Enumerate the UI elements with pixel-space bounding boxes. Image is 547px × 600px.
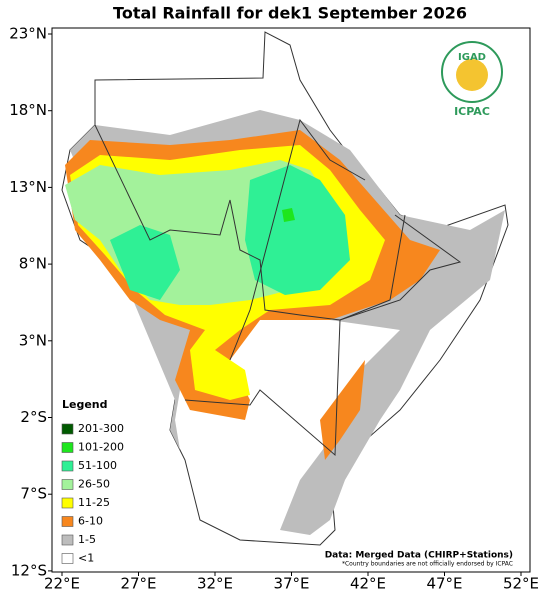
legend-label: 101-200 <box>78 441 124 454</box>
legend-swatch <box>61 423 74 435</box>
rain-51-100 <box>245 165 350 295</box>
lat-label: 8°N <box>19 255 47 273</box>
lat-label: 13°N <box>9 178 47 196</box>
lat-label: 7°S <box>20 485 47 503</box>
legend-swatch <box>61 497 74 509</box>
lon-label: 32°E <box>197 575 233 593</box>
lon-label: 42°E <box>350 575 386 593</box>
legend-swatch <box>61 553 74 564</box>
legend-label: 26-50 <box>78 478 110 491</box>
legend-label: 11-25 <box>78 496 110 509</box>
logo-center: ICPAC <box>454 105 490 118</box>
legend-swatch <box>61 516 74 527</box>
lat-label: 2°S <box>20 408 47 426</box>
borders <box>94 80 462 321</box>
title: Total Rainfall for dek1 September 2026 <box>113 4 467 23</box>
legend-swatch <box>61 460 74 472</box>
legend-label: 1-5 <box>78 533 96 546</box>
lon-label: 37°E <box>273 575 309 593</box>
legend-title: Legend <box>62 398 108 411</box>
lat-label: 18°N <box>9 101 47 119</box>
logo: IGAD ICPAC <box>441 41 503 118</box>
legend-label: <1 <box>78 552 94 565</box>
borders-2 <box>184 214 406 457</box>
rain-6-10-coast <box>320 360 365 460</box>
logo-name: IGAD <box>458 52 486 63</box>
lon-label: 47°E <box>426 575 462 593</box>
logo-emblem <box>456 59 488 91</box>
legend-swatch <box>61 479 74 490</box>
legend-label: 6-10 <box>78 515 103 528</box>
legend-swatch <box>61 534 74 546</box>
lon-label: 27°E <box>120 575 156 593</box>
lon-label: 52°E <box>503 575 539 593</box>
borders-3 <box>229 118 366 361</box>
lat-label: 12°S <box>11 561 47 579</box>
lat-label: 3°N <box>19 331 47 349</box>
disclaimer: *Country boundaries are not officially e… <box>342 561 513 568</box>
rain-51-100-west <box>110 225 180 300</box>
rain-101-200 <box>282 208 295 222</box>
region <box>61 31 509 546</box>
source: Data: Merged Data (CHIRP+Stations) <box>325 551 513 561</box>
legend-label: 201-300 <box>78 422 124 435</box>
legend-swatch <box>61 442 74 453</box>
legend-label: 51-100 <box>78 459 117 472</box>
lat-label: 23°N <box>9 25 47 43</box>
lon-label: 22°E <box>44 575 80 593</box>
